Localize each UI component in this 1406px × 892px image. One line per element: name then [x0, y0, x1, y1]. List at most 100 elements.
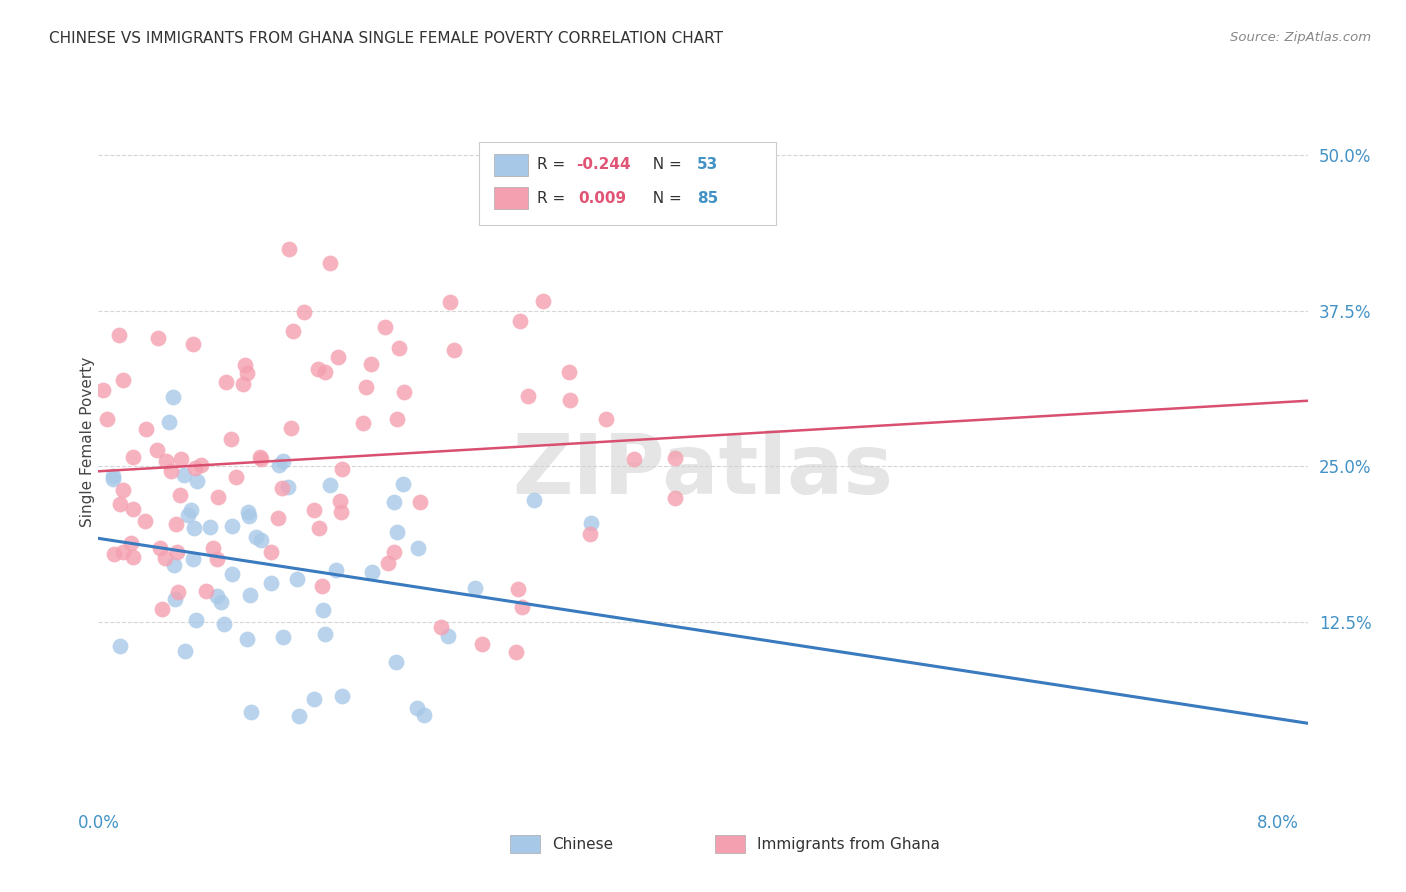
Point: [311, 579, 333, 593]
Point: [623, 452, 645, 467]
Point: [319, 478, 342, 492]
Point: [183, 336, 205, 351]
Point: [374, 320, 396, 334]
Text: 85: 85: [697, 191, 718, 205]
Point: [173, 468, 195, 483]
Point: [505, 644, 527, 658]
Point: [177, 508, 200, 522]
Point: [329, 494, 352, 508]
Point: [382, 495, 405, 509]
Point: [184, 461, 207, 475]
Point: [122, 450, 145, 464]
Point: [174, 644, 197, 658]
Point: [579, 516, 602, 530]
Point: [201, 541, 224, 555]
Point: [96, 412, 118, 426]
Point: [302, 502, 325, 516]
Point: [245, 531, 267, 545]
Point: [103, 468, 125, 483]
Point: [166, 584, 188, 599]
Point: [239, 588, 262, 602]
Point: [332, 461, 354, 475]
Point: [238, 508, 260, 523]
Point: [413, 708, 436, 723]
Point: [280, 421, 302, 435]
Point: [112, 483, 135, 498]
Point: [260, 545, 283, 559]
Point: [392, 477, 415, 491]
FancyBboxPatch shape: [509, 835, 540, 854]
Point: [360, 357, 382, 371]
Point: [387, 524, 409, 539]
Point: [103, 547, 125, 561]
Point: [180, 503, 202, 517]
Point: [159, 416, 181, 430]
Point: [312, 603, 335, 617]
Point: [330, 689, 353, 703]
Point: [558, 392, 581, 407]
Point: [103, 472, 125, 486]
Point: [288, 709, 311, 723]
Text: N =: N =: [643, 191, 686, 205]
Point: [664, 491, 686, 505]
Point: [198, 520, 221, 534]
Point: [215, 375, 238, 389]
Point: [270, 481, 292, 495]
Point: [146, 331, 169, 345]
Point: [170, 451, 193, 466]
Point: [354, 380, 377, 394]
Point: [121, 549, 143, 564]
Point: [162, 390, 184, 404]
Point: [406, 700, 429, 714]
Point: [437, 629, 460, 643]
Point: [406, 541, 429, 556]
Point: [110, 497, 132, 511]
Text: Source: ZipAtlas.com: Source: ZipAtlas.com: [1230, 31, 1371, 45]
Point: [135, 422, 157, 436]
Point: [236, 632, 259, 647]
Point: [388, 341, 411, 355]
Point: [308, 520, 330, 534]
Point: [307, 361, 329, 376]
Point: [219, 432, 242, 446]
Text: R =: R =: [537, 191, 575, 205]
Point: [214, 617, 236, 632]
Point: [166, 545, 188, 559]
Point: [207, 490, 229, 504]
Point: [409, 494, 432, 508]
FancyBboxPatch shape: [494, 187, 527, 209]
Point: [236, 504, 259, 518]
Point: [239, 705, 262, 719]
Point: [186, 475, 208, 489]
FancyBboxPatch shape: [494, 154, 527, 176]
Point: [508, 582, 530, 596]
Point: [325, 563, 347, 577]
Text: Immigrants from Ghana: Immigrants from Ghana: [758, 837, 941, 852]
Text: 0.009: 0.009: [578, 191, 627, 205]
Point: [155, 453, 177, 467]
Point: [664, 451, 686, 466]
Point: [250, 533, 273, 547]
Point: [578, 527, 600, 541]
Point: [195, 584, 218, 599]
Point: [232, 376, 254, 391]
Point: [233, 358, 256, 372]
Point: [352, 416, 374, 430]
Point: [558, 365, 581, 379]
Point: [91, 383, 114, 397]
Point: [236, 366, 259, 380]
Point: [169, 488, 191, 502]
Point: [186, 613, 208, 627]
Point: [260, 576, 283, 591]
Point: [249, 450, 271, 465]
Point: [382, 545, 405, 559]
Point: [314, 365, 336, 379]
Point: [387, 412, 409, 426]
Point: [145, 442, 167, 457]
Text: CHINESE VS IMMIGRANTS FROM GHANA SINGLE FEMALE POVERTY CORRELATION CHART: CHINESE VS IMMIGRANTS FROM GHANA SINGLE …: [49, 31, 723, 46]
Point: [361, 565, 384, 579]
Point: [250, 451, 273, 466]
Point: [205, 551, 228, 566]
Point: [304, 692, 326, 706]
Point: [531, 294, 554, 309]
